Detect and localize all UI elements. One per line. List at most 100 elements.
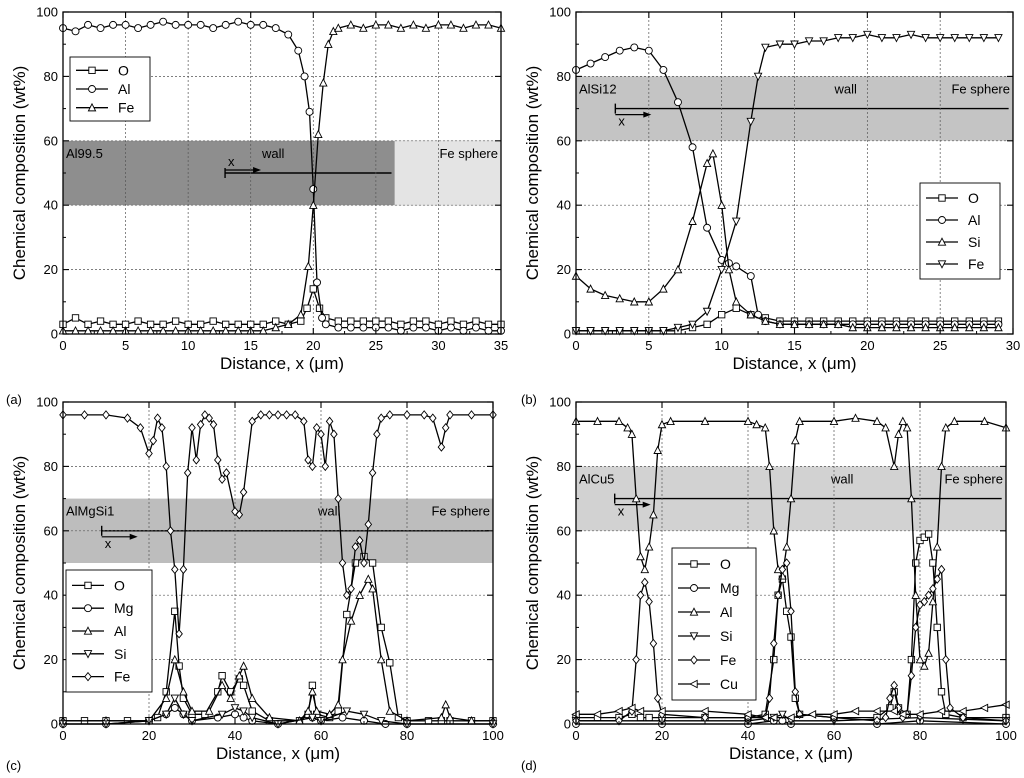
data-point-al	[234, 17, 243, 26]
data-point-mg	[338, 713, 347, 722]
data-point-fe	[649, 638, 658, 649]
data-point-al	[170, 654, 180, 664]
y-tick-label: 0	[564, 327, 571, 342]
legend-marker-al	[689, 607, 699, 616]
data-point-fe	[446, 20, 456, 29]
data-point-al	[732, 262, 741, 271]
data-point-fe	[892, 34, 901, 43]
legend-label-fe: Fe	[118, 100, 135, 116]
data-point-si	[775, 319, 785, 328]
data-point-fe	[304, 455, 312, 465]
data-point-fe	[702, 307, 712, 317]
data-point-fe	[937, 564, 946, 575]
data-point-fe	[873, 716, 881, 726]
data-point-fe	[935, 34, 945, 43]
data-point-fe	[179, 564, 188, 575]
data-point-fe	[136, 423, 145, 433]
data-point-fe	[257, 410, 265, 420]
data-point-si	[673, 264, 683, 274]
x-tick-label: 100	[995, 728, 1017, 743]
data-point-al	[437, 712, 446, 722]
data-point-al	[121, 20, 130, 29]
y-axis-title: Chemical composition (wt%)	[10, 66, 29, 280]
panel-letter: (d)	[521, 758, 537, 773]
data-point-fe	[333, 23, 343, 32]
legend-label-fe: Fe	[720, 652, 737, 668]
data-point-al	[303, 706, 313, 715]
data-point-cu	[915, 710, 924, 719]
data-point-fe	[123, 413, 132, 423]
data-point-al	[363, 574, 373, 583]
legend: O Mg Al Si Fe	[65, 569, 153, 693]
data-point-fe	[338, 558, 347, 568]
y-tick-label: 40	[557, 588, 571, 603]
series-o	[59, 285, 505, 328]
y-tick-label: 80	[44, 69, 58, 84]
data-point-al	[234, 670, 244, 680]
x-tick-label: 20	[142, 728, 156, 743]
data-point-fe	[659, 327, 668, 336]
y-tick-label: 20	[557, 262, 571, 277]
data-point-si	[717, 200, 727, 209]
data-point-al	[829, 416, 839, 425]
data-point-fe	[396, 23, 406, 32]
data-point-fe	[386, 410, 394, 420]
data-point-fe	[434, 20, 443, 29]
legend-marker-si	[83, 650, 93, 659]
data-point-fe	[429, 413, 437, 423]
data-point-o	[347, 317, 355, 325]
data-point-si	[688, 216, 697, 225]
data-point-fe	[994, 34, 1003, 43]
y-tick-label: 60	[557, 133, 571, 148]
data-point-o	[484, 320, 493, 328]
data-point-fe	[717, 265, 727, 275]
data-point-al	[385, 706, 395, 715]
x-axis-title: Distance, x (μm)	[729, 744, 853, 763]
data-point-fe	[421, 23, 431, 32]
data-point-al	[674, 98, 682, 107]
data-point-cu	[889, 706, 898, 716]
data-point-fe	[158, 423, 166, 433]
arrow-head	[642, 501, 651, 508]
data-point-al	[653, 445, 663, 454]
x-axis-title: Distance, x (μm)	[732, 354, 856, 373]
y-axis-title: Chemical composition (wt%)	[523, 456, 542, 670]
series-line-o	[62, 288, 501, 325]
series-fe	[572, 558, 1010, 726]
legend-marker-mg	[84, 604, 92, 613]
panel-letter: (c)	[6, 758, 21, 773]
data-point-fe	[946, 703, 954, 713]
inset-label-wall: wall	[317, 504, 341, 519]
legend-marker-o	[690, 560, 698, 568]
data-point-fe	[171, 564, 179, 575]
data-point-si	[342, 707, 352, 716]
data-point-al	[196, 20, 205, 29]
x-tick-label: 10	[181, 338, 195, 353]
data-point-al	[950, 416, 959, 425]
plot-frame	[575, 401, 1007, 725]
data-point-fe	[188, 423, 196, 433]
data-point-al	[630, 43, 639, 52]
data-point-si	[833, 319, 843, 328]
data-point-o	[907, 655, 916, 664]
data-point-si	[731, 297, 741, 306]
y-tick-label: 100	[36, 395, 58, 410]
data-point-al	[338, 654, 347, 664]
data-point-fe	[209, 419, 218, 430]
data-point-o	[209, 317, 217, 325]
data-point-al	[259, 20, 268, 29]
data-point-fe	[911, 622, 920, 633]
data-point-al	[346, 616, 356, 625]
data-point-fe	[467, 410, 476, 420]
x-tick-label: 20	[306, 338, 320, 353]
data-point-al	[851, 413, 860, 422]
legend-label-fe: Fe	[114, 669, 131, 685]
data-point-o	[297, 317, 305, 325]
data-point-al	[217, 680, 227, 690]
data-point-o	[787, 633, 795, 641]
x-tick-label: 40	[741, 728, 755, 743]
legend-marker-al	[938, 216, 946, 224]
legend: O Al Fe	[69, 56, 151, 122]
data-point-al	[334, 323, 343, 332]
data-point-al	[889, 461, 899, 471]
